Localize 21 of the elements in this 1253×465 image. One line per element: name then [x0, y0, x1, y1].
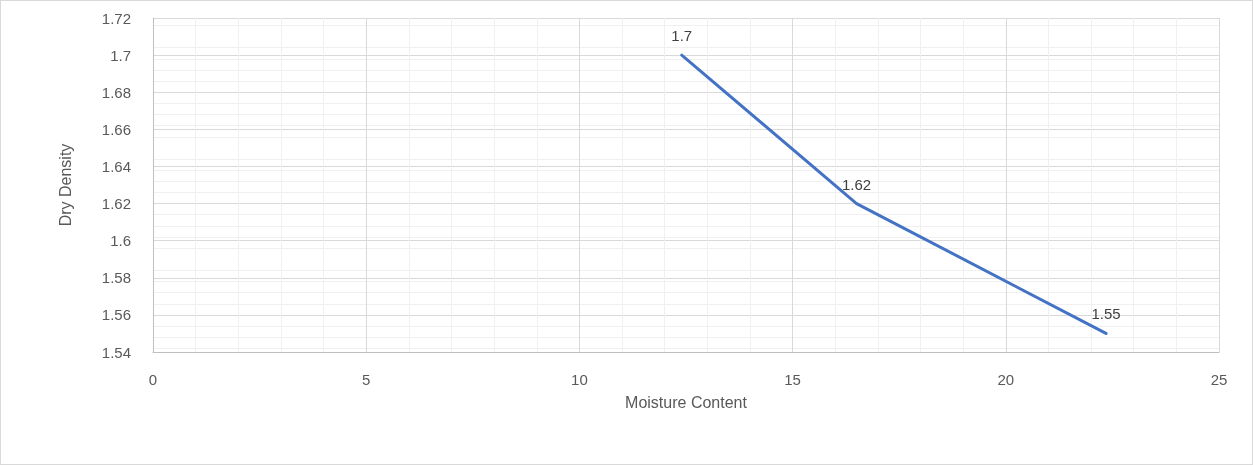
- y-tick-label: 1.6: [110, 232, 131, 250]
- x-tick-label: 25: [1210, 371, 1228, 388]
- y-tick-label: 1.62: [101, 195, 131, 213]
- y-tick-label: 1.7: [110, 46, 131, 64]
- data-label: 1.62: [841, 175, 872, 193]
- x-tick-label: 15: [784, 371, 801, 388]
- y-tick-label: 1.66: [101, 120, 131, 138]
- x-tick-label: 0: [148, 371, 158, 388]
- y-tick-label: 1.56: [101, 306, 131, 324]
- data-label: 1.7: [671, 27, 693, 45]
- x-tick-label: 20: [997, 371, 1015, 388]
- y-axis-title: Dry Density: [56, 143, 74, 227]
- x-tick-label: 10: [571, 371, 588, 388]
- y-tick-label: 1.58: [101, 269, 131, 287]
- data-label: 1.55: [1091, 305, 1121, 323]
- y-tick-label: 1.64: [101, 157, 131, 175]
- y-tick-label: 1.54: [101, 343, 131, 361]
- x-tick-label: 5: [362, 371, 371, 388]
- y-tick-label: 1.68: [101, 83, 131, 101]
- y-tick-label: 1.72: [101, 9, 131, 27]
- x-axis-title: Moisture Content: [625, 393, 748, 411]
